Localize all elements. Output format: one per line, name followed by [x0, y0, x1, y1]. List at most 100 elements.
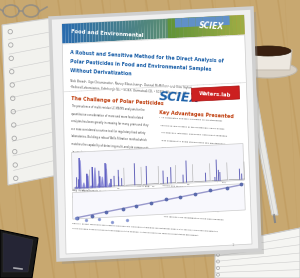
Polygon shape [225, 16, 230, 35]
Text: solutions using solid phase extraction which are incorporated: solutions using solid phase extraction w… [72, 172, 149, 181]
Polygon shape [74, 23, 77, 43]
Point [120, 207, 125, 211]
Point [225, 186, 230, 190]
Polygon shape [229, 16, 233, 35]
Point [193, 192, 198, 196]
Text: SCIEX: SCIEX [158, 90, 200, 106]
Ellipse shape [245, 46, 291, 56]
Text: specific environmental matrix was verified, and the: specific environmental matrix was verifi… [160, 155, 223, 160]
Point [104, 209, 109, 214]
Polygon shape [226, 16, 230, 35]
Text: 2.0: 2.0 [82, 190, 85, 191]
Point [134, 204, 138, 208]
Text: laboratories. Building a robust Wells Filtration method which: laboratories. Building a robust Wells Fi… [71, 135, 147, 143]
Point [177, 194, 182, 199]
Polygon shape [209, 16, 216, 26]
Text: way involved targets monitoring these water soluble polar: way involved targets monitoring these wa… [72, 188, 146, 196]
Polygon shape [159, 19, 163, 39]
Polygon shape [117, 21, 120, 41]
Polygon shape [89, 23, 93, 42]
Polygon shape [199, 17, 202, 37]
Polygon shape [179, 18, 183, 38]
Polygon shape [120, 21, 123, 41]
Polygon shape [165, 19, 169, 38]
Polygon shape [202, 17, 209, 26]
Polygon shape [232, 16, 236, 35]
Polygon shape [110, 21, 114, 41]
Polygon shape [162, 19, 166, 39]
Text: results, directly from the post-MRM-FB system.: results, directly from the post-MRM-FB s… [162, 208, 219, 212]
Polygon shape [187, 18, 191, 37]
Text: in very late sample with minimal sample preparations could: in very late sample with minimal sample … [72, 150, 147, 158]
Polygon shape [168, 19, 172, 38]
Polygon shape [147, 20, 151, 39]
Polygon shape [92, 22, 96, 42]
Text: using a reliable triple Filtration method based on total solution. All these res: using a reliable triple Filtration metho… [72, 227, 200, 236]
Point [90, 213, 94, 218]
Point [74, 215, 79, 220]
Text: for effective retention. Expanded instrument validation: for effective retention. Expanded instru… [160, 132, 227, 137]
Polygon shape [107, 22, 111, 41]
Polygon shape [186, 18, 190, 37]
Text: 6.0: 6.0 [152, 186, 155, 187]
Text: and simplifies these steps in detection. Analysis of: and simplifies these steps in detection.… [160, 147, 222, 152]
Text: A Robust and Sensitive Method for the Direct Analysis of: A Robust and Sensitive Method for the Di… [70, 50, 224, 64]
Polygon shape [71, 23, 74, 43]
Polygon shape [175, 18, 180, 38]
Text: 4.0: 4.0 [117, 188, 120, 189]
Text: not be underlined. Modern multi-residue extraction and: not be underlined. Modern multi-residue … [72, 157, 142, 165]
Text: ¹Refined Laboratories, Edinburgh NL, ² SCIEX, Darmstadt DE, ³ SCIEX, Warrington,: ¹Refined Laboratories, Edinburgh NL, ² S… [70, 85, 187, 96]
Point [73, 216, 78, 220]
Polygon shape [208, 17, 211, 36]
Text: column in-line dilution in the quaternary valve allows: column in-line dilution in the quaternar… [159, 125, 225, 129]
Point [124, 218, 129, 222]
Text: • Online diluted active dilution which is fast, the: • Online diluted active dilution which i… [161, 177, 218, 182]
Polygon shape [240, 15, 245, 35]
Polygon shape [95, 22, 99, 42]
Text: The results from investigation multi-pass dilutions.: The results from investigation multi-pas… [162, 215, 224, 220]
Polygon shape [141, 20, 144, 39]
Polygon shape [174, 18, 178, 38]
Text: The Challenge of Polar Pesticides: The Challenge of Polar Pesticides [70, 96, 164, 106]
Polygon shape [104, 22, 108, 41]
Polygon shape [62, 24, 65, 44]
Polygon shape [182, 18, 189, 27]
Polygon shape [77, 23, 81, 43]
Polygon shape [168, 19, 172, 38]
Text: 1: 1 [231, 243, 234, 247]
Polygon shape [244, 50, 292, 70]
Polygon shape [183, 18, 187, 38]
Polygon shape [98, 22, 102, 42]
Polygon shape [229, 16, 232, 35]
Polygon shape [241, 15, 245, 35]
Text: migration of a dilution of 80 ng/L requirements.: migration of a dilution of 80 ng/L requi… [160, 162, 219, 167]
Polygon shape [0, 230, 38, 278]
Polygon shape [202, 17, 205, 37]
Polygon shape [238, 15, 242, 35]
Polygon shape [135, 20, 138, 40]
Polygon shape [175, 18, 182, 28]
Polygon shape [86, 23, 90, 42]
Polygon shape [180, 18, 184, 38]
Polygon shape [114, 21, 117, 41]
Polygon shape [223, 16, 226, 36]
Text: Food and Environmental: Food and Environmental [71, 29, 144, 38]
Polygon shape [80, 23, 84, 43]
Polygon shape [156, 19, 160, 39]
Polygon shape [190, 18, 195, 37]
Point [97, 217, 102, 222]
Point [83, 218, 88, 222]
Polygon shape [171, 18, 176, 38]
Polygon shape [220, 16, 224, 36]
Polygon shape [50, 8, 260, 260]
Text: Polar Pesticides in Food and Environmental Samples: Polar Pesticides in Food and Environment… [70, 59, 212, 72]
Polygon shape [72, 143, 244, 189]
Text: analytes has been greatly increasing for many years and they: analytes has been greatly increasing for… [71, 119, 148, 128]
Polygon shape [126, 21, 129, 40]
Polygon shape [101, 22, 105, 42]
Polygon shape [206, 17, 210, 36]
Polygon shape [68, 24, 71, 43]
Polygon shape [3, 233, 33, 272]
Text: Figure 1. Robust sensitivity and linearity of glyphosate. Calibration standards : Figure 1. Robust sensitivity and lineari… [72, 223, 218, 232]
Polygon shape [191, 86, 240, 101]
